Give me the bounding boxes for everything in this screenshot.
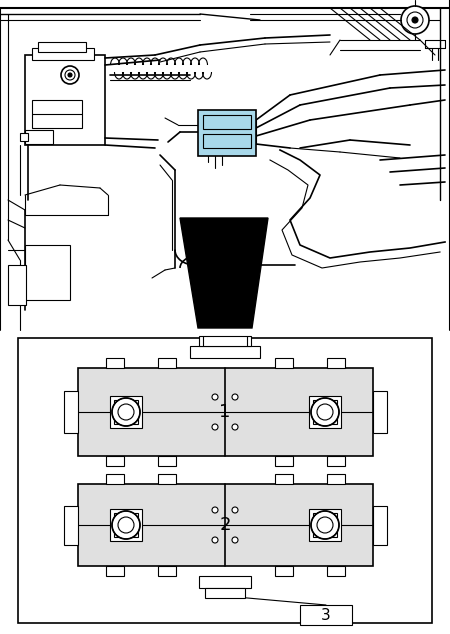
- Circle shape: [317, 404, 333, 420]
- Bar: [158, 566, 176, 576]
- Circle shape: [212, 394, 218, 400]
- Circle shape: [412, 17, 418, 23]
- Bar: [64, 391, 78, 433]
- Bar: [78, 368, 373, 456]
- Bar: [106, 456, 124, 466]
- Bar: [25, 55, 105, 145]
- Bar: [20, 133, 28, 141]
- Bar: [18, 338, 432, 623]
- Bar: [309, 396, 341, 428]
- Bar: [158, 358, 176, 368]
- Circle shape: [311, 398, 339, 426]
- Bar: [8, 265, 26, 305]
- Text: 2: 2: [219, 516, 231, 534]
- Bar: [327, 456, 345, 466]
- Circle shape: [68, 73, 72, 77]
- Bar: [313, 513, 337, 537]
- Bar: [25, 130, 53, 144]
- Bar: [158, 474, 176, 484]
- Bar: [32, 100, 82, 128]
- Bar: [110, 509, 142, 541]
- Circle shape: [118, 404, 134, 420]
- Circle shape: [112, 398, 140, 426]
- Circle shape: [401, 6, 429, 34]
- Bar: [106, 566, 124, 576]
- Circle shape: [407, 12, 423, 28]
- Circle shape: [212, 537, 218, 543]
- Circle shape: [232, 537, 238, 543]
- Bar: [275, 358, 293, 368]
- Circle shape: [311, 511, 339, 539]
- Bar: [373, 506, 387, 545]
- Bar: [32, 48, 94, 60]
- Bar: [78, 484, 373, 566]
- Bar: [38, 42, 86, 52]
- Circle shape: [118, 517, 134, 533]
- Circle shape: [61, 66, 79, 84]
- Bar: [313, 400, 337, 424]
- Text: 1: 1: [219, 403, 231, 421]
- Bar: [106, 474, 124, 484]
- Bar: [203, 115, 251, 129]
- Bar: [327, 566, 345, 576]
- Bar: [199, 576, 251, 588]
- Circle shape: [232, 394, 238, 400]
- Bar: [110, 396, 142, 428]
- Circle shape: [212, 507, 218, 513]
- Bar: [309, 509, 341, 541]
- Bar: [158, 456, 176, 466]
- Circle shape: [112, 511, 140, 539]
- Bar: [275, 474, 293, 484]
- Bar: [203, 134, 251, 148]
- Polygon shape: [180, 218, 268, 328]
- Circle shape: [232, 424, 238, 430]
- Text: 3: 3: [321, 607, 331, 623]
- Circle shape: [212, 424, 218, 430]
- Bar: [114, 513, 138, 537]
- Bar: [275, 566, 293, 576]
- Bar: [275, 456, 293, 466]
- Bar: [198, 110, 256, 156]
- Circle shape: [65, 70, 75, 80]
- Bar: [327, 358, 345, 368]
- Circle shape: [232, 507, 238, 513]
- Bar: [327, 474, 345, 484]
- Bar: [205, 588, 245, 598]
- Circle shape: [317, 517, 333, 533]
- Bar: [199, 336, 251, 346]
- Bar: [0, 0, 450, 330]
- Bar: [373, 391, 387, 433]
- Bar: [25, 245, 70, 300]
- Bar: [190, 346, 260, 358]
- Bar: [106, 358, 124, 368]
- Bar: [300, 605, 352, 625]
- Bar: [64, 506, 78, 545]
- Bar: [114, 400, 138, 424]
